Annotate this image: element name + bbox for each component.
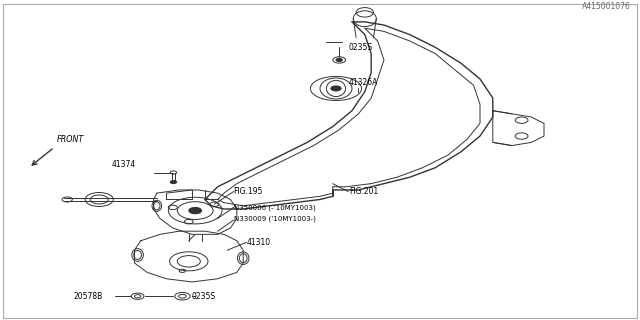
Text: N330009 (’10MY1003-): N330009 (’10MY1003-) (234, 215, 316, 222)
Text: FRONT: FRONT (56, 135, 84, 144)
Circle shape (170, 180, 177, 184)
Circle shape (336, 58, 342, 61)
Text: 41310: 41310 (246, 238, 271, 247)
Text: 0235S: 0235S (349, 43, 373, 52)
Text: FIG.195: FIG.195 (234, 187, 263, 196)
Text: 41326A: 41326A (349, 78, 378, 87)
Text: FIG.201: FIG.201 (349, 187, 378, 196)
Text: A415001076: A415001076 (582, 2, 630, 11)
Text: 0235S: 0235S (192, 292, 216, 301)
Circle shape (189, 207, 202, 214)
Text: N350006 (-’10MY1003): N350006 (-’10MY1003) (234, 204, 316, 211)
Text: 41374: 41374 (112, 160, 136, 169)
Circle shape (331, 86, 341, 91)
Text: 20578B: 20578B (74, 292, 103, 301)
